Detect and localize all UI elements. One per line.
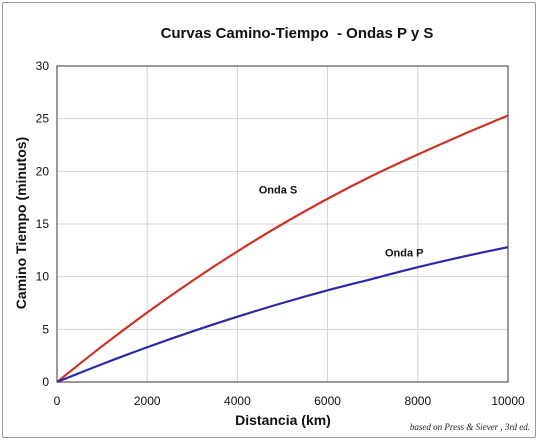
y-tick-label: 25 bbox=[36, 112, 50, 126]
series-line-onda-s bbox=[56, 114, 509, 383]
axis-ticks: 0 5 10 15 20 25 30 0 2000 4000 6000 8000 10000 bbox=[36, 59, 525, 408]
plot-area-border bbox=[56, 65, 509, 383]
y-tick-label: 15 bbox=[36, 217, 50, 231]
annotation-label: Onda S bbox=[259, 184, 298, 196]
annotations: Onda S Onda P bbox=[259, 184, 424, 259]
x-tick-label: 0 bbox=[54, 394, 61, 408]
source-credit: based on Press & Siever , 3rd ed. bbox=[410, 422, 530, 432]
series-line-onda-p bbox=[56, 246, 509, 384]
y-axis-label: Camino Tiempo (minutos) bbox=[13, 137, 29, 309]
y-tick-label: 20 bbox=[36, 164, 50, 178]
grid bbox=[57, 66, 508, 382]
y-tick-label: 30 bbox=[36, 59, 50, 73]
x-tick-label: 2000 bbox=[134, 394, 161, 408]
y-tick-label: 0 bbox=[42, 375, 49, 389]
chart-title: Curvas Camino-Tiempo - Ondas P y S bbox=[161, 25, 434, 42]
chart-frame bbox=[2, 2, 536, 438]
y-tick-label: 10 bbox=[36, 270, 50, 284]
x-tick-label: 6000 bbox=[314, 394, 341, 408]
x-axis-label: Distancia (km) bbox=[235, 412, 331, 428]
series-lines bbox=[56, 114, 509, 384]
y-tick-label: 5 bbox=[42, 322, 49, 336]
annotation-label: Onda P bbox=[385, 248, 424, 260]
x-tick-label: 4000 bbox=[224, 394, 251, 408]
x-tick-label: 8000 bbox=[404, 394, 431, 408]
x-tick-label: 10000 bbox=[491, 394, 525, 408]
